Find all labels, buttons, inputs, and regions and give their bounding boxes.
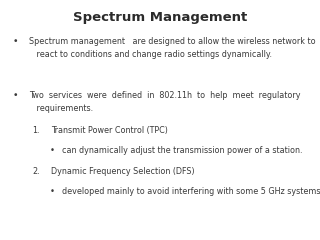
Text: Dynamic Frequency Selection (DFS): Dynamic Frequency Selection (DFS) xyxy=(51,167,195,176)
Text: Spectrum management   are designed to allow the wireless network to
   react to : Spectrum management are designed to allo… xyxy=(29,37,316,59)
Text: 1.: 1. xyxy=(32,126,39,135)
Text: •: • xyxy=(13,37,18,46)
Text: 2.: 2. xyxy=(32,167,40,176)
Text: developed mainly to avoid interfering with some 5 GHz systems.: developed mainly to avoid interfering wi… xyxy=(62,187,320,196)
Text: can dynamically adjust the transmission power of a station.: can dynamically adjust the transmission … xyxy=(62,146,303,156)
Text: •: • xyxy=(50,187,55,196)
Text: Spectrum Management: Spectrum Management xyxy=(73,11,247,24)
Text: •: • xyxy=(13,91,18,100)
Text: Two  services  were  defined  in  802.11h  to  help  meet  regulatory
   require: Two services were defined in 802.11h to … xyxy=(29,91,300,113)
Text: •: • xyxy=(50,146,55,156)
Text: Transmit Power Control (TPC): Transmit Power Control (TPC) xyxy=(51,126,168,135)
